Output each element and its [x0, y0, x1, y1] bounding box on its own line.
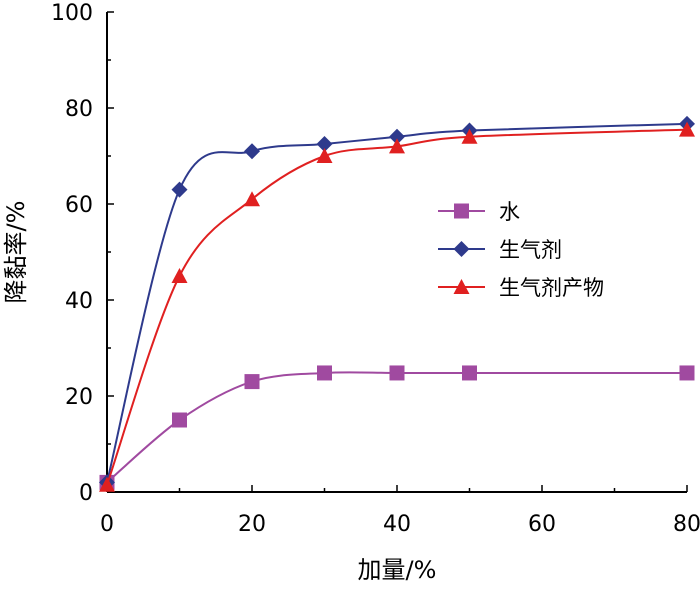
data-point-water [679, 365, 695, 381]
data-point-gas-agent-product [244, 191, 260, 207]
data-point-gas-agent-product [316, 148, 333, 163]
y-axis-title: 降黏率/% [2, 201, 30, 304]
data-point-water [317, 365, 332, 381]
legend-item-water: 水 [438, 200, 520, 224]
data-point-water [172, 412, 187, 428]
data-point-water [244, 374, 260, 390]
legend-label-gas-agent-product: 生气剂产物 [499, 276, 604, 300]
legend-item-gas-agent-product: 生气剂产物 [438, 276, 604, 300]
data-point-gas-agent-product [389, 138, 405, 154]
legend-marker-gas-agent [453, 241, 470, 257]
y-tick-label: 80 [65, 97, 93, 122]
y-tick-label: 20 [65, 385, 93, 410]
legend-label-water: 水 [499, 200, 520, 224]
legend-label-gas-agent: 生气剂 [499, 238, 562, 262]
x-tick-label: 20 [238, 512, 266, 537]
y-tick-label: 100 [51, 1, 93, 26]
legend-item-gas-agent: 生气剂 [438, 238, 562, 262]
legend-marker-water [454, 203, 469, 219]
data-point-gas-agent-product [99, 476, 115, 492]
tick-labels: 0 20 40 60 80 100 0 20 40 60 80 [51, 1, 700, 537]
series-water [99, 365, 695, 490]
data-point-gas-agent-product [461, 128, 478, 144]
y-tick-label: 40 [65, 289, 93, 314]
data-point-gas-agent-product [679, 121, 695, 137]
series-gas-agent [99, 115, 695, 491]
series-gas-agent-product [99, 121, 695, 492]
series-line-gas-agent-product [106, 128, 688, 486]
series-line-gas-agent [106, 122, 688, 483]
x-tick-label: 60 [528, 512, 556, 537]
data-point-gas-agent [171, 181, 188, 198]
data-point-water [389, 365, 405, 381]
legend-marker-gas-agent-product [453, 279, 470, 294]
x-axis-title: 加量/% [358, 556, 437, 584]
data-point-gas-agent-product [171, 268, 188, 283]
y-tick-label: 0 [79, 481, 93, 506]
series-line-water [106, 371, 688, 484]
data-point-gas-agent [244, 143, 260, 160]
data-point-gas-agent [389, 128, 405, 145]
y-tick-label: 60 [65, 193, 93, 218]
series-layer [99, 115, 695, 492]
x-tick-label: 40 [383, 512, 411, 537]
x-tick-label: 0 [100, 512, 114, 537]
data-point-gas-agent [316, 136, 333, 152]
x-tick-label: 80 [673, 512, 700, 537]
data-point-water [462, 365, 477, 381]
